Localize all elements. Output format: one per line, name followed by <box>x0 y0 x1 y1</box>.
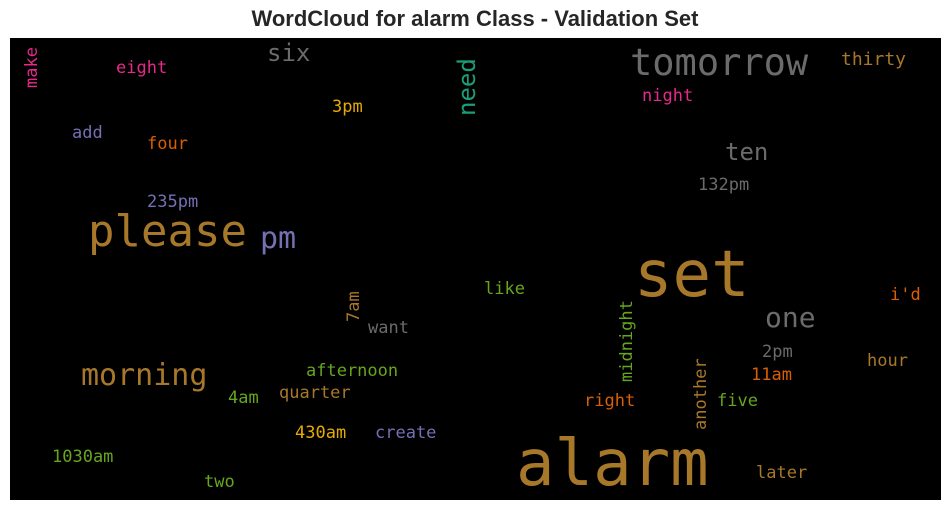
word-want: want <box>368 318 409 338</box>
word-cloud: alarm set tomorrow please pm morning one… <box>10 38 941 500</box>
word-another: another <box>691 358 711 430</box>
word-7am: 7am <box>344 291 364 322</box>
word-like: like <box>484 279 525 299</box>
word-morning: morning <box>81 358 208 393</box>
word-430am: 430am <box>295 423 347 443</box>
word-one: one <box>765 301 816 334</box>
word-132pm: 132pm <box>698 175 750 195</box>
chart-title: WordCloud for alarm Class - Validation S… <box>251 6 699 31</box>
word-afternoon: afternoon <box>306 361 399 381</box>
word-3pm: 3pm <box>332 97 363 117</box>
word-alarm: alarm <box>516 427 709 500</box>
word-eight: eight <box>116 58 168 78</box>
word-i-d: i'd <box>890 285 921 305</box>
word-ten: ten <box>725 138 769 166</box>
word-right: right <box>584 391 636 411</box>
word-tomorrow: tomorrow <box>630 41 809 84</box>
word-4am: 4am <box>228 388 259 408</box>
word-four: four <box>147 134 188 154</box>
word-create: create <box>375 423 437 443</box>
word-thirty: thirty <box>841 49 907 70</box>
word-pm: pm <box>260 221 297 256</box>
word-hour: hour <box>867 351 908 371</box>
word-quarter: quarter <box>279 383 351 403</box>
word-235pm: 235pm <box>147 192 199 212</box>
word-make: make <box>22 47 42 88</box>
word-add: add <box>72 123 103 143</box>
word-need: need <box>453 58 481 116</box>
word-set: set <box>634 238 750 312</box>
word-later: later <box>756 463 808 483</box>
word-2pm: 2pm <box>762 342 793 362</box>
word-two: two <box>204 472 235 492</box>
word-night: night <box>642 86 694 106</box>
word-midnight: midnight <box>617 300 637 382</box>
word-1030am: 1030am <box>52 447 114 467</box>
word-five: five <box>717 391 758 411</box>
word-please: please <box>88 206 247 257</box>
word-six: six <box>267 39 311 67</box>
word-11am: 11am <box>751 365 792 385</box>
